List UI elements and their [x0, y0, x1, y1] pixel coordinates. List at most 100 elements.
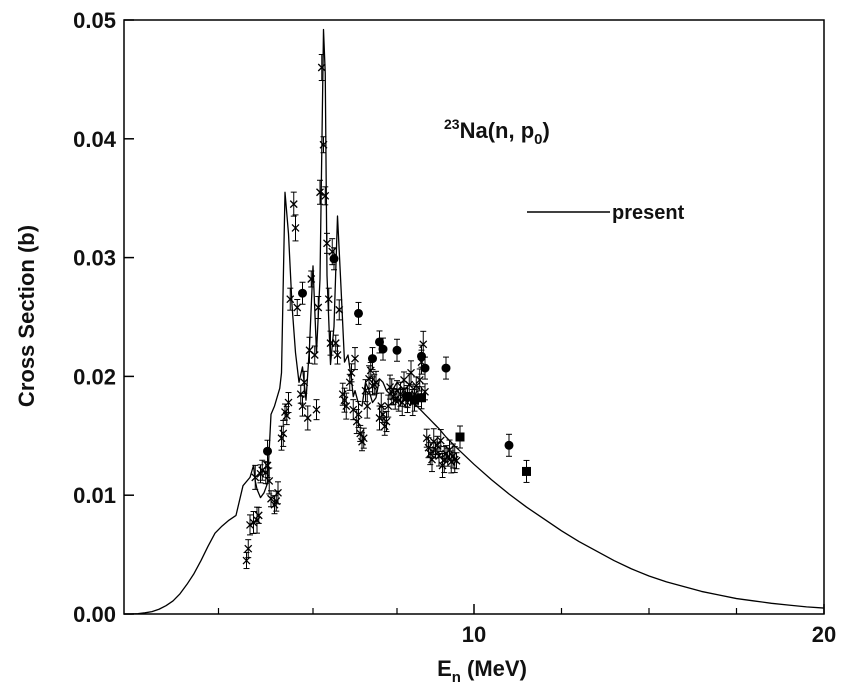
cross-point — [317, 63, 326, 72]
square-point — [410, 395, 419, 405]
cross-point — [282, 411, 291, 420]
cross-point — [333, 351, 342, 359]
data-marks — [124, 28, 825, 615]
cross-point — [342, 402, 351, 411]
cross-point — [274, 488, 282, 497]
cross-point — [363, 402, 372, 411]
circle-point — [298, 288, 307, 298]
cross-point — [345, 378, 354, 387]
circle-point — [420, 363, 430, 373]
cross-point — [396, 390, 405, 399]
y-tick-label: 0.00 — [73, 602, 116, 627]
cross-point — [436, 436, 445, 445]
circle-point — [329, 254, 339, 264]
cross-point — [265, 476, 274, 485]
series-circle-points — [263, 247, 514, 463]
circle-point — [417, 351, 426, 361]
cross-point — [291, 223, 300, 232]
y-tick-label: 0.05 — [73, 8, 116, 33]
y-axis-label: Cross Section (b) — [14, 225, 39, 407]
cross-point — [249, 518, 258, 527]
cross-point — [366, 366, 375, 375]
cross-point — [359, 434, 368, 443]
y-tick-label: 0.04 — [73, 127, 117, 152]
reaction-annotation: 23Na(n, p0) — [444, 116, 550, 148]
square-point — [522, 466, 531, 476]
circle-point — [263, 446, 272, 456]
cross-point — [407, 368, 415, 377]
cross-point — [319, 140, 328, 149]
cross-point — [352, 417, 361, 426]
cross-point — [312, 405, 321, 414]
cross-point — [452, 456, 461, 465]
axes: 0.00 0.01 0.02 0.03 0.04 0.05 10 20 — [73, 8, 836, 647]
square-point — [417, 393, 426, 403]
y-tick-label: 0.01 — [73, 483, 116, 508]
cross-point — [351, 354, 359, 363]
cross-point — [253, 516, 261, 525]
cross-point — [340, 396, 349, 405]
legend-entry-present: present — [612, 202, 685, 224]
cross-point — [323, 239, 331, 248]
cross-point — [321, 191, 330, 200]
cross-point — [382, 417, 391, 426]
cross-point — [361, 386, 370, 395]
cross-point — [293, 303, 302, 312]
cross-point — [384, 402, 393, 411]
cross-point — [438, 461, 447, 470]
cross-point — [314, 303, 323, 312]
cross-point — [251, 473, 260, 482]
cross-point — [307, 275, 316, 283]
cross-point — [338, 390, 347, 399]
square-point — [403, 392, 412, 402]
cross-point — [261, 468, 270, 477]
plot-frame — [123, 19, 825, 615]
circle-point — [378, 344, 388, 354]
series-square-points — [403, 385, 531, 483]
x-tick-label: 10 — [462, 622, 486, 647]
cross-point — [303, 414, 312, 422]
cross-point — [316, 188, 324, 197]
legend: present — [527, 202, 685, 224]
cross-point — [335, 305, 344, 314]
circle-point — [375, 337, 384, 347]
y-tick-label: 0.02 — [73, 364, 116, 389]
cross-point — [324, 295, 333, 304]
cross-point — [347, 368, 356, 377]
cross-point — [298, 402, 307, 411]
cross-point — [310, 351, 319, 359]
cross-point — [394, 396, 403, 405]
cross-point — [279, 429, 288, 438]
circle-point — [441, 363, 451, 373]
cross-point — [244, 544, 253, 553]
y-tick-label: 0.03 — [73, 246, 116, 271]
cross-point — [328, 247, 337, 256]
x-tick-label: 20 — [812, 622, 836, 647]
cross-point — [433, 441, 442, 450]
cross-point — [289, 200, 298, 209]
cross-point — [445, 446, 454, 455]
circle-point — [368, 354, 377, 364]
cross-point — [386, 383, 394, 392]
cross-point — [300, 378, 309, 387]
circle-point — [392, 345, 402, 355]
cross-point — [277, 434, 286, 443]
cross-point — [412, 381, 421, 390]
cross-point — [431, 446, 440, 455]
series-line-present — [124, 28, 825, 615]
cross-point — [419, 340, 428, 349]
square-point — [455, 432, 465, 442]
cross-point — [284, 398, 293, 407]
circle-point — [354, 308, 363, 318]
cross-point — [242, 556, 251, 565]
cross-point — [426, 449, 435, 458]
cross-point — [246, 520, 254, 529]
cross-point — [356, 429, 365, 438]
cross-point — [286, 295, 295, 304]
circle-point — [504, 440, 514, 450]
series-cross-points — [242, 54, 461, 570]
cross-point — [380, 422, 389, 431]
cross-point — [354, 410, 363, 419]
cross-point — [428, 455, 436, 464]
